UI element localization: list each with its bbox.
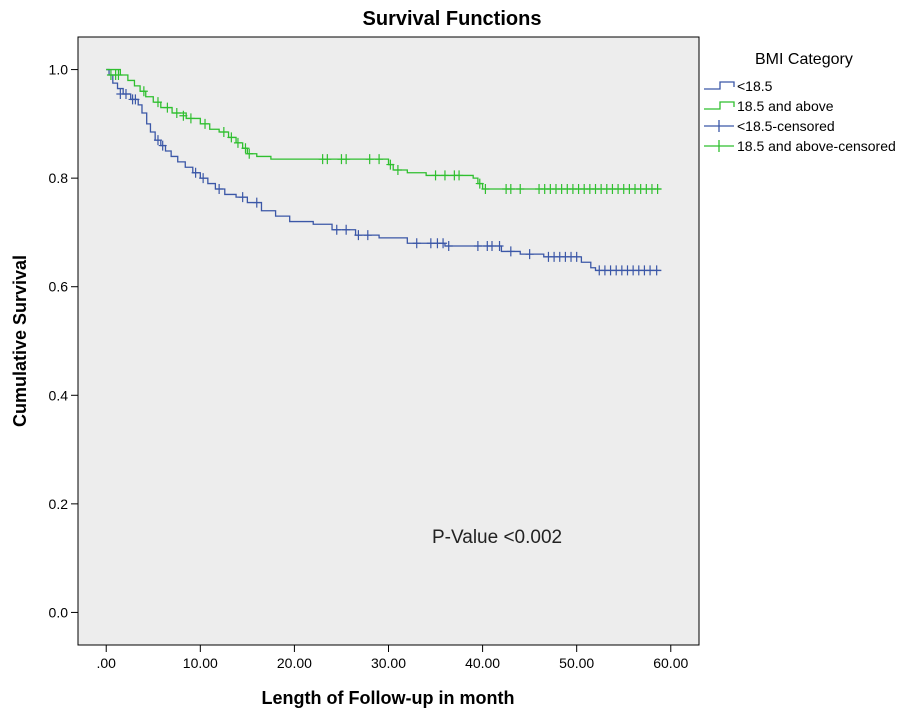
censor-mark xyxy=(245,148,254,159)
legend-label: <18.5 xyxy=(737,78,773,94)
censor-mark xyxy=(121,89,130,99)
censor-mark xyxy=(199,173,208,184)
censor-mark xyxy=(495,241,504,251)
x-axis-title: Length of Follow-up in month xyxy=(262,688,515,708)
censor-mark xyxy=(475,178,484,189)
x-tick-label: 40.00 xyxy=(465,655,500,671)
y-axis-title: Cumulative Survival xyxy=(10,255,30,427)
legend-title: BMI Category xyxy=(755,51,853,68)
censor-mark xyxy=(653,184,662,194)
legend-swatch xyxy=(704,81,735,90)
censor-mark xyxy=(506,184,515,194)
censor-mark xyxy=(431,170,440,181)
censor-mark xyxy=(572,251,581,262)
censor-mark xyxy=(131,94,140,105)
censor-mark xyxy=(375,154,384,165)
censor-mark xyxy=(241,143,250,154)
censor-mark xyxy=(201,118,210,129)
legend-label: 18.5 and above-censored xyxy=(737,138,896,154)
legend-label: 18.5 and above xyxy=(737,98,834,114)
censor-mark xyxy=(488,241,496,251)
legend-swatch xyxy=(704,101,735,110)
censor-mark xyxy=(440,170,449,181)
censor-mark xyxy=(332,224,341,235)
censor-mark xyxy=(473,241,482,251)
censor-mark xyxy=(238,192,247,203)
y-tick-label: 0.0 xyxy=(49,604,69,620)
censor-mark xyxy=(444,241,453,251)
censor-mark xyxy=(179,110,188,121)
x-tick-label: 50.00 xyxy=(559,655,594,671)
censor-mark xyxy=(652,265,661,276)
censor-mark xyxy=(439,238,448,249)
censor-mark xyxy=(342,224,351,235)
legend-label: <18.5-censored xyxy=(737,118,835,134)
x-tick-label: .00 xyxy=(96,655,116,671)
series-layer xyxy=(106,68,662,276)
censor-mark xyxy=(153,135,162,146)
censor-mark xyxy=(525,249,534,260)
censor-mark xyxy=(158,140,167,151)
censor-mark xyxy=(506,246,515,257)
censor-mark xyxy=(252,197,261,208)
censor-mark xyxy=(323,154,332,165)
y-axis: 0.0 0.2 0.4 0.6 0.8 1.0 xyxy=(49,62,78,620)
censor-mark xyxy=(455,170,464,181)
x-axis: .00 10.00 20.00 30.00 40.00 50.00 60.00 xyxy=(96,645,688,671)
legend: <18.5 18.5 and above <18.5-censored 18.5 an… xyxy=(704,78,896,154)
censor-mark xyxy=(233,137,242,148)
censor-mark xyxy=(215,184,224,194)
censor-mark xyxy=(412,238,421,249)
chart-title: Survival Functions xyxy=(363,8,542,30)
censor-mark xyxy=(227,132,236,143)
y-tick-label: 0.2 xyxy=(49,496,69,512)
censor-mark xyxy=(516,184,525,194)
y-tick-label: 0.6 xyxy=(49,279,69,295)
x-tick-label: 60.00 xyxy=(653,655,688,671)
legend-swatch xyxy=(704,140,734,152)
x-tick-label: 10.00 xyxy=(183,655,218,671)
y-tick-label: 1.0 xyxy=(49,62,69,78)
censor-mark xyxy=(191,167,200,178)
censor-mark xyxy=(114,70,123,80)
censor-mark xyxy=(219,127,228,137)
x-tick-label: 30.00 xyxy=(371,655,406,671)
censor-mark xyxy=(393,165,402,175)
censor-mark xyxy=(365,154,374,165)
y-tick-label: 0.8 xyxy=(49,170,69,186)
y-tick-label: 0.4 xyxy=(49,387,69,403)
p-value-annotation: P-Value <0.002 xyxy=(432,527,562,548)
censor-mark xyxy=(386,159,395,170)
censor-mark xyxy=(342,154,351,165)
series-line-1 xyxy=(106,68,662,272)
censor-mark xyxy=(186,113,195,124)
censor-mark xyxy=(139,86,148,97)
legend-swatch xyxy=(704,120,734,132)
censor-mark xyxy=(354,230,363,241)
censor-mark xyxy=(363,230,372,241)
censor-mark xyxy=(153,97,162,108)
censor-mark xyxy=(163,102,172,113)
plot-area xyxy=(77,36,700,646)
censor-mark xyxy=(481,184,490,194)
x-tick-label: 20.00 xyxy=(277,655,312,671)
censor-mark xyxy=(172,108,181,118)
